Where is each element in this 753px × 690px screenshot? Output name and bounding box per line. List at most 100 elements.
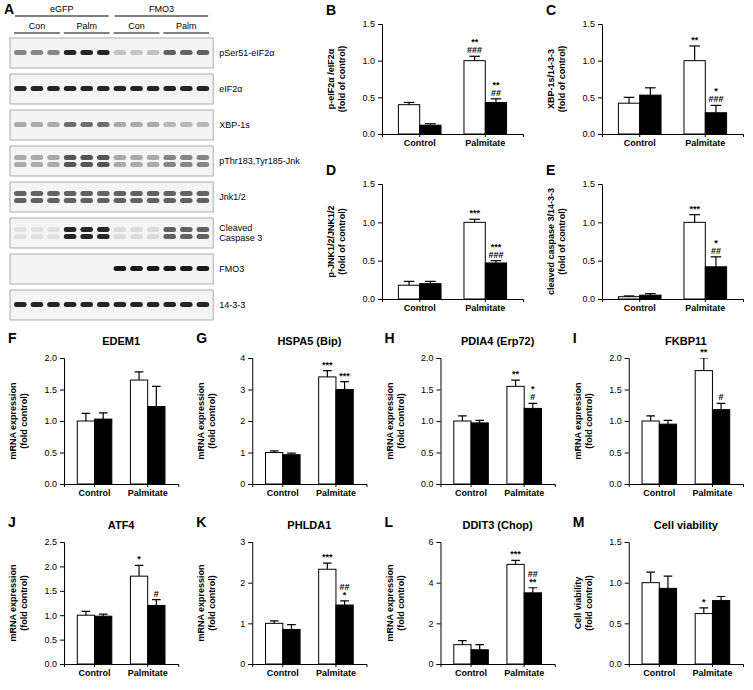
tick-label: 0.5	[44, 635, 57, 645]
tick-mark	[659, 484, 660, 487]
x-axis: ControlPalmitate	[603, 299, 744, 313]
tick-mark	[524, 664, 525, 667]
blot-band	[130, 198, 143, 203]
error-cap	[491, 98, 502, 99]
blot-band	[64, 162, 77, 167]
y-axis-title: (fold of control)	[337, 208, 347, 274]
blot-band	[114, 155, 127, 160]
blot-band	[31, 162, 44, 167]
blot-band	[163, 162, 176, 167]
tick-label: 0.0	[609, 659, 622, 669]
x-tick: Palmitate	[692, 664, 732, 678]
error-cap	[469, 219, 480, 220]
blot-band	[114, 122, 127, 127]
error-bar	[458, 641, 467, 645]
blot-band	[64, 122, 77, 127]
blot-band	[197, 86, 210, 91]
condition-line	[64, 33, 110, 34]
error-stem	[650, 416, 651, 421]
tick-label: 1.0	[421, 416, 434, 426]
significance: ###	[488, 250, 503, 260]
axis-line	[625, 543, 630, 665]
axis-line	[598, 25, 603, 135]
y-axis-title: (fold control)	[207, 393, 217, 449]
error-bar	[287, 625, 296, 630]
x-axis: ControlPalmitate	[441, 484, 555, 498]
row-label: Cleaved	[219, 223, 252, 233]
y-tick: 2.0	[609, 353, 629, 363]
y-axis: 0.00.51.01.5	[582, 19, 602, 139]
tick-label: 0.5	[421, 448, 434, 458]
tick-label: Control	[404, 138, 436, 148]
significance: *	[137, 554, 141, 564]
annotations: **###**##	[467, 37, 501, 98]
significance: ###	[467, 45, 482, 55]
tick-mark	[60, 453, 64, 454]
x-tick: Control	[624, 134, 656, 148]
error-bar	[469, 56, 480, 60]
axis-line	[629, 485, 743, 488]
error-cap	[699, 607, 708, 608]
tick-label: Palmitate	[685, 303, 725, 313]
condition-line	[163, 33, 209, 34]
blot-band	[180, 50, 193, 55]
tick-mark	[378, 134, 382, 135]
bar	[398, 105, 419, 134]
plot-area	[266, 371, 354, 484]
tick-label: Control	[267, 668, 299, 678]
y-axis-title: (fold control)	[19, 393, 29, 449]
tick-label: 2	[240, 416, 245, 426]
tick-mark	[639, 134, 640, 137]
tick-mark	[378, 299, 382, 300]
blot-band	[163, 155, 176, 160]
error-bar	[270, 621, 279, 623]
bar	[319, 377, 336, 484]
y-tick: 0.5	[609, 448, 629, 458]
panel-letter: F	[8, 330, 17, 346]
blot-band	[180, 302, 193, 307]
tick-label: Control	[455, 668, 487, 678]
y-tick: 2.5	[44, 537, 64, 547]
blot-band	[114, 191, 127, 196]
blot-band	[114, 234, 127, 239]
blot-band	[31, 198, 44, 203]
chart-panel: Cell viability(fold control)0.00.51.01.5…	[573, 537, 744, 678]
bar	[471, 650, 488, 664]
blot-band	[180, 86, 193, 91]
error-bar	[491, 99, 502, 103]
tick-mark	[94, 664, 95, 667]
x-tick: Control	[404, 299, 436, 313]
axis-line	[378, 25, 383, 135]
error-stem	[515, 380, 516, 386]
blot-band	[130, 191, 143, 196]
error-bar	[699, 358, 708, 371]
blot-band	[114, 266, 127, 271]
error-cap	[711, 256, 722, 257]
blot-band	[163, 191, 176, 196]
error-cap	[624, 295, 635, 296]
blot-band	[163, 50, 176, 55]
blot-band	[147, 198, 160, 203]
blot-band	[163, 266, 176, 271]
blot-row: pThr183,Tyr185-Jnk	[10, 146, 300, 176]
tick-label: Palmitate	[465, 303, 505, 313]
blot-band	[130, 86, 143, 91]
error-stem	[694, 215, 695, 223]
error-cap	[511, 379, 520, 380]
error-bar	[689, 46, 700, 61]
blot-band	[147, 191, 160, 196]
tick-label: 0	[428, 659, 433, 669]
blot-band	[130, 50, 143, 55]
tick-mark	[60, 566, 64, 567]
tick-label: 0.0	[362, 294, 375, 304]
blot-band	[14, 227, 27, 232]
x-tick: Control	[404, 134, 436, 148]
error-cap	[664, 576, 673, 577]
tick-mark	[705, 299, 706, 302]
y-tick: 2	[428, 619, 440, 629]
chart-title: PDIA4 (Erp72)	[461, 335, 535, 347]
y-axis-title: (fold control)	[584, 575, 594, 631]
blot-band	[197, 155, 210, 160]
bar	[507, 564, 524, 664]
tick-label: Control	[624, 138, 656, 148]
